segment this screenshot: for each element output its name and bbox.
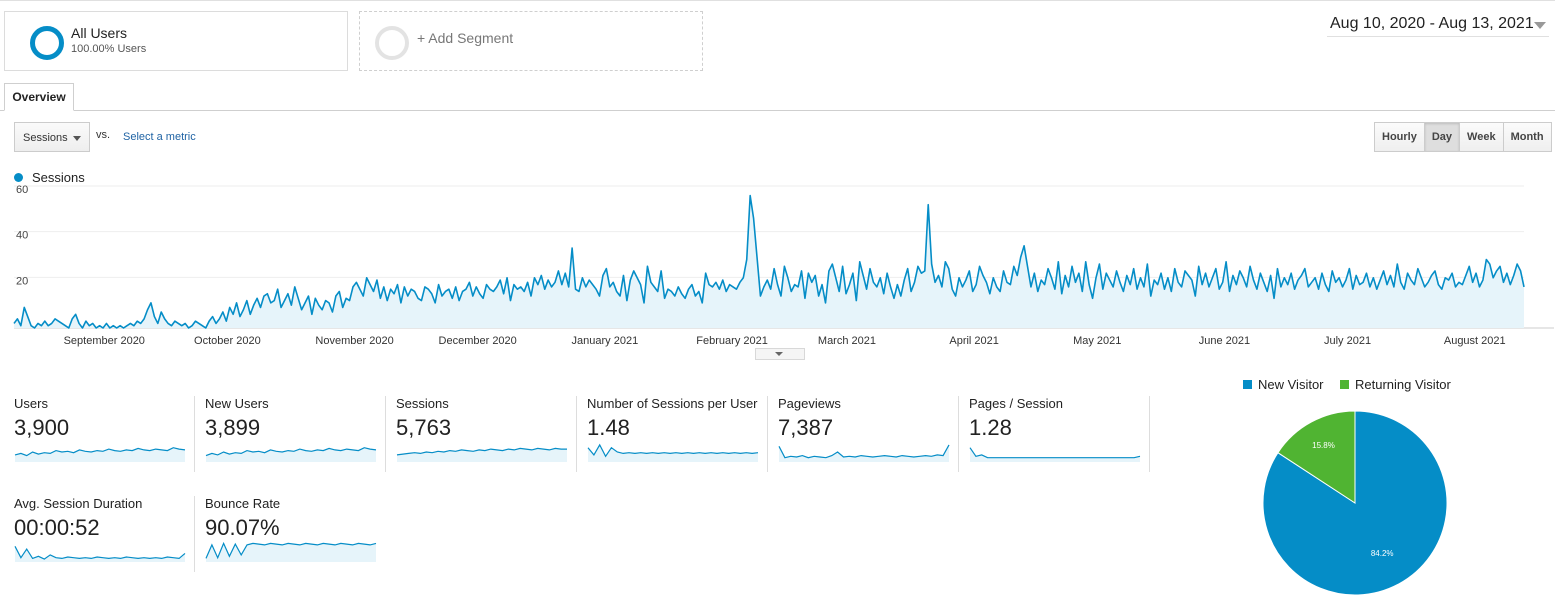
date-range-text: Aug 10, 2020 - Aug 13, 2021 — [1330, 15, 1534, 32]
segment-ring-icon — [30, 26, 64, 60]
scorecard-sparkline — [587, 443, 759, 462]
scorecard[interactable]: Bounce Rate 90.07% — [205, 496, 385, 572]
y-tick-label: 60 — [16, 185, 28, 196]
scorecard-label: Bounce Rate — [205, 496, 281, 511]
scorecard-sparkline — [14, 447, 186, 462]
sessions-area — [14, 195, 1524, 328]
chevron-down-icon — [73, 136, 81, 141]
x-tick-label: January 2021 — [572, 335, 639, 347]
scorecard[interactable]: New Users 3,899 — [205, 396, 386, 472]
pie-data-label: 15.8% — [1312, 441, 1335, 450]
pie-legend-new-visitor: New Visitor — [1243, 377, 1324, 392]
sessions-legend-dot — [14, 173, 23, 182]
scorecard-sparkline — [396, 447, 567, 462]
scorecard-label: Sessions — [396, 396, 449, 411]
pie-slice-returning-visitor — [1277, 410, 1356, 504]
scorecard-label: Number of Sessions per User — [587, 396, 758, 411]
sessions-chart: 20 40 60 September 2020 October 2020 November… — [13, 185, 1554, 347]
scorecard[interactable]: Sessions 5,763 — [396, 396, 577, 472]
pie-legend-returning-visitor-label: Returning Visitor — [1355, 377, 1451, 392]
segment-all-users[interactable]: All Users 100.00% Users — [4, 11, 348, 71]
y-tick-label: 20 — [16, 275, 28, 287]
sparkline-line — [969, 447, 1141, 459]
scorecard-label: Pages / Session — [969, 396, 1063, 411]
pie-legend-returning-visitor: Returning Visitor — [1340, 377, 1451, 392]
scorecard-sparkline — [969, 447, 1141, 462]
scorecard-value: 90.07% — [205, 515, 280, 540]
sparkline-line — [14, 546, 186, 560]
tab-bar-divider — [0, 110, 1555, 111]
visitor-type-pie-chart: 84.2% 15.8% — [1262, 410, 1448, 596]
scorecard-value: 3,900 — [14, 415, 70, 440]
new-visitor-swatch — [1243, 380, 1252, 389]
segment-subtitle: 100.00% Users — [71, 43, 147, 55]
add-segment-label: + Add Segment — [417, 30, 514, 46]
pie-legend-new-visitor-label: New Visitor — [1258, 377, 1324, 392]
date-range-picker[interactable]: Aug 10, 2020 - Aug 13, 2021 — [1327, 12, 1549, 37]
sparkline-line — [205, 541, 377, 560]
metric-select[interactable]: Sessions — [14, 122, 90, 152]
scorecard-value: 5,763 — [396, 415, 452, 440]
sessions-legend-label: Sessions — [32, 170, 85, 185]
x-tick-label: August 2021 — [1444, 335, 1506, 347]
scorecard[interactable]: Pageviews 7,387 — [778, 396, 959, 472]
sparkline-area — [970, 447, 1140, 462]
sparkline-line — [396, 447, 567, 456]
scorecard-label: Users — [14, 396, 48, 411]
scorecard-label: New Users — [205, 396, 269, 411]
scorecard-sparkline — [205, 541, 377, 562]
scorecard-value: 1.48 — [587, 415, 630, 440]
select-metric-link[interactable]: Select a metric — [123, 131, 196, 143]
x-tick-label: October 2020 — [194, 335, 261, 347]
x-tick-label: April 2021 — [949, 335, 999, 347]
empty-segment-ring-icon — [375, 26, 409, 60]
sessions-line — [13, 194, 1525, 329]
sparkline-area — [779, 444, 949, 462]
granularity-day-button[interactable]: Day — [1424, 123, 1461, 151]
scorecard-sparkline — [205, 447, 377, 462]
scorecard-label: Avg. Session Duration — [14, 496, 143, 511]
returning-visitor-swatch — [1340, 380, 1349, 389]
granularity-week-button[interactable]: Week — [1460, 123, 1504, 151]
metric-select-value: Sessions — [23, 132, 68, 144]
top-divider — [0, 0, 1555, 1]
scorecard-value: 3,899 — [205, 415, 261, 440]
granularity-hourly-button[interactable]: Hourly — [1375, 123, 1425, 151]
scorecard-sparkline — [14, 546, 186, 562]
x-tick-label: December 2020 — [439, 335, 517, 347]
sparkline-line — [778, 444, 950, 459]
scorecard-label: Pageviews — [778, 396, 841, 411]
scorecard-value: 00:00:52 — [14, 515, 100, 540]
pie-data-label: 84.2% — [1371, 549, 1394, 558]
scorecard-sparkline — [778, 444, 950, 462]
x-tick-label: June 2021 — [1199, 335, 1250, 347]
scorecard[interactable]: Pages / Session 1.28 — [969, 396, 1150, 472]
x-tick-label: September 2020 — [64, 335, 145, 347]
y-tick-label: 40 — [16, 230, 28, 242]
tab-overview[interactable]: Overview — [4, 83, 74, 111]
scorecard[interactable]: Users 3,900 — [14, 396, 195, 472]
chevron-down-icon — [775, 352, 783, 356]
scorecard-value: 7,387 — [778, 415, 834, 440]
add-segment-button[interactable]: + Add Segment — [359, 11, 703, 71]
x-tick-label: May 2021 — [1073, 335, 1121, 347]
scorecard[interactable]: Avg. Session Duration 00:00:52 — [14, 496, 195, 572]
x-tick-label: July 2021 — [1324, 335, 1371, 347]
scorecard[interactable]: Number of Sessions per User 1.48 — [587, 396, 768, 472]
segment-title: All Users — [71, 25, 128, 41]
sparkline-area — [206, 543, 376, 562]
sparkline-line — [205, 447, 377, 457]
vs-label: vs. — [96, 129, 111, 141]
granularity-month-button[interactable]: Month — [1503, 123, 1551, 151]
granularity-toggle: Hourly Day Week Month — [1374, 122, 1552, 152]
chevron-down-icon — [1534, 22, 1546, 29]
x-tick-label: March 2021 — [818, 335, 876, 347]
x-tick-label: November 2020 — [315, 335, 393, 347]
chart-collapse-button[interactable] — [755, 348, 805, 360]
sparkline-area — [15, 546, 185, 562]
scorecard-value: 1.28 — [969, 415, 1012, 440]
x-tick-label: February 2021 — [696, 335, 768, 347]
sparkline-line — [587, 443, 759, 458]
sparkline-line — [14, 447, 186, 457]
